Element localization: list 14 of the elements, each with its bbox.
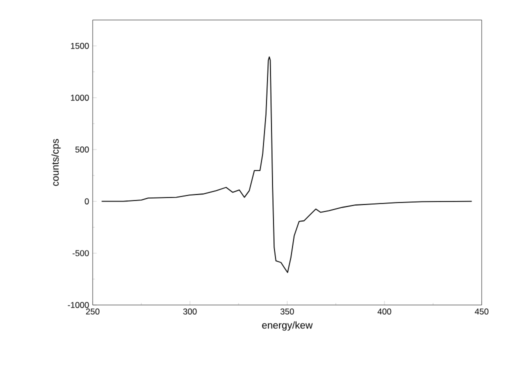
y-tick-label: -500 bbox=[72, 250, 89, 256]
y-tick-label: 0 bbox=[84, 198, 89, 204]
x-tick-label: 350 bbox=[280, 308, 294, 315]
x-tick-label: 400 bbox=[378, 308, 392, 315]
x-tick-label: 250 bbox=[86, 308, 100, 315]
x-axis-title: energy/kew bbox=[262, 321, 313, 331]
x-tick-label: 450 bbox=[474, 308, 488, 315]
y-tick-label: 500 bbox=[75, 146, 89, 153]
x-tick-label: 300 bbox=[183, 308, 197, 315]
y-axis-title: counts/cps bbox=[51, 139, 61, 186]
line-series bbox=[101, 56, 472, 274]
y-tick-label: 1500 bbox=[70, 42, 89, 49]
y-tick-label: -1000 bbox=[68, 302, 89, 308]
y-tick-label: 1000 bbox=[70, 94, 89, 101]
